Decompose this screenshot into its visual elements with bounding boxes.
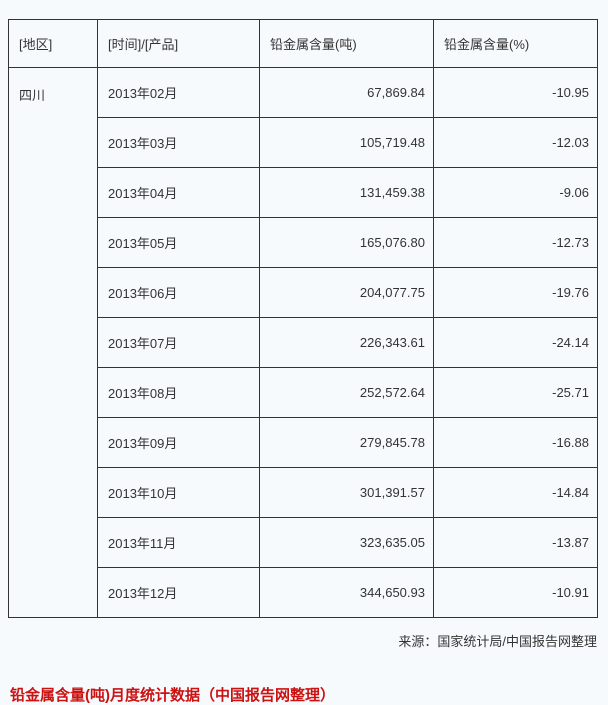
month-cell: 2013年07月	[97, 317, 260, 368]
month-cell: 2013年10月	[97, 467, 260, 518]
percent-value-cell: -19.76	[433, 267, 598, 318]
month-cell: 2013年12月	[97, 567, 260, 618]
tons-value-cell: 252,572.64	[259, 367, 434, 418]
table-row: 2013年04月 131,459.38 -9.06	[9, 167, 598, 218]
source-note: 来源：国家统计局/中国报告网整理	[398, 634, 597, 649]
table-row: 2013年11月 323,635.05 -13.87	[9, 517, 598, 568]
month-cell: 2013年08月	[97, 367, 260, 418]
table-row: 2013年10月 301,391.57 -14.84	[9, 467, 598, 518]
month-cell: 2013年02月	[97, 67, 260, 118]
percent-value-cell: -10.91	[433, 567, 598, 618]
header-percent: 铅金属含量(%)	[433, 19, 598, 68]
table-row: 2013年06月 204,077.75 -19.76	[9, 267, 598, 318]
percent-value-cell: -13.87	[433, 517, 598, 568]
table-row: 四川 2013年02月 67,869.84 -10.95	[8, 67, 598, 618]
table-row: 2013年05月 165,076.80 -12.73	[9, 217, 598, 268]
table-row: 2013年12月 344,650.93 -10.91	[9, 567, 598, 618]
header-tons: 铅金属含量(吨)	[259, 19, 434, 68]
percent-value-cell: -16.88	[433, 417, 598, 468]
clipped-red-heading-text: 铅金属含量(吨)月度统计数据（中国报告网整理）	[10, 687, 335, 704]
percent-value-cell: -9.06	[433, 167, 598, 218]
tons-value-cell: 279,845.78	[259, 417, 434, 468]
month-cell: 2013年04月	[97, 167, 260, 218]
percent-value-cell: -14.84	[433, 467, 598, 518]
percent-value-cell: -25.71	[433, 367, 598, 418]
tons-value-cell: 105,719.48	[259, 117, 434, 168]
table-row: 2013年08月 252,572.64 -25.71	[9, 367, 598, 418]
percent-value-cell: -12.03	[433, 117, 598, 168]
header-time-product: [时间]/[产品]	[97, 19, 260, 68]
tons-value-cell: 226,343.61	[259, 317, 434, 368]
table-row: 2013年03月 105,719.48 -12.03	[9, 117, 598, 168]
month-cell: 2013年09月	[97, 417, 260, 468]
region-cell: 四川	[8, 67, 98, 618]
tons-value-cell: 165,076.80	[259, 217, 434, 268]
month-cell: 2013年11月	[97, 517, 260, 568]
month-cell: 2013年03月	[97, 117, 260, 168]
clipped-red-heading: 铅金属含量(吨)月度统计数据（中国报告网整理）	[10, 684, 335, 705]
lead-content-table: [地区] [时间]/[产品] 铅金属含量(吨) 铅金属含量(%) 四川 2013年…	[8, 19, 598, 618]
month-cell: 2013年05月	[97, 217, 260, 268]
tons-value-cell: 204,077.75	[259, 267, 434, 318]
tons-value-cell: 131,459.38	[259, 167, 434, 218]
percent-value-cell: -24.14	[433, 317, 598, 368]
tons-value-cell: 344,650.93	[259, 567, 434, 618]
tons-value-cell: 301,391.57	[259, 467, 434, 518]
table-row: 2013年09月 279,845.78 -16.88	[9, 417, 598, 468]
percent-value-cell: -10.95	[433, 67, 598, 118]
tons-value-cell: 67,869.84	[259, 67, 434, 118]
header-region: [地区]	[8, 19, 98, 68]
percent-value-cell: -12.73	[433, 217, 598, 268]
header-row: [地区] [时间]/[产品] 铅金属含量(吨) 铅金属含量(%)	[8, 19, 598, 68]
month-cell: 2013年06月	[97, 267, 260, 318]
tons-value-cell: 323,635.05	[259, 517, 434, 568]
table-row: 2013年07月 226,343.61 -24.14	[9, 317, 598, 368]
